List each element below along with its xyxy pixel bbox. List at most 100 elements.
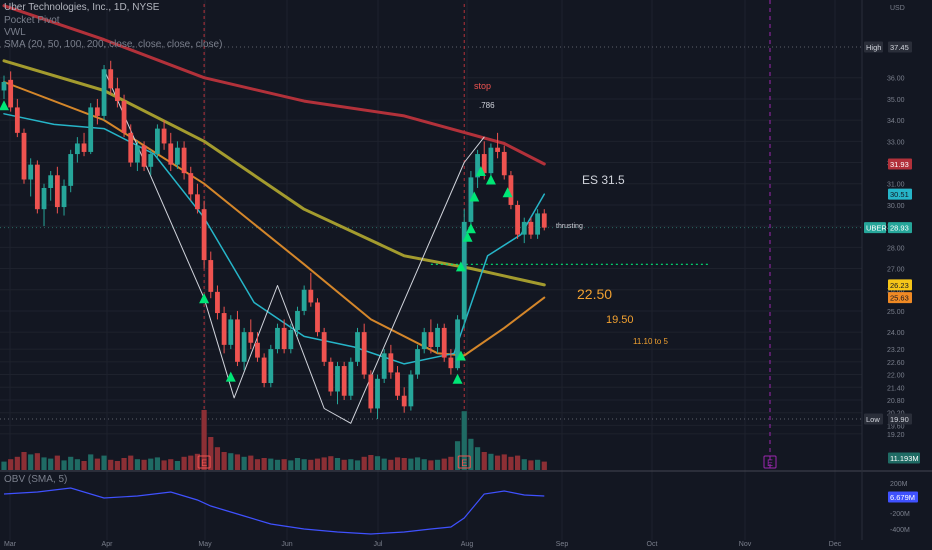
candle-body [61,185,67,208]
pocket-pivot-triangle [502,187,513,198]
indicator-sma[interactable]: SMA (20, 50, 100, 200, close, close, clo… [4,39,223,50]
low-badge-value-bg [888,413,912,425]
volume-bar [361,456,367,470]
earnings-session-lines [203,0,771,468]
candle-body [181,147,187,174]
candle-body [381,353,387,379]
volume-bar [374,456,381,470]
candle-body [128,132,134,163]
month-tick: Oct [647,541,658,548]
vwl-line [103,68,485,424]
price-tick: 22.00 [887,373,905,380]
price-tick: 36.00 [887,76,905,83]
volume-bar [528,460,534,470]
volume-bar [234,454,241,470]
candle-body [261,357,267,384]
price-tick: 19.60 [887,423,905,430]
candle-body [428,332,434,347]
candle-body [315,302,320,333]
volume-bar [181,456,187,470]
time-axis[interactable]: Mar Apr May Jun Jul Aug Sep Oct Nov Dec [4,541,842,548]
pocket-pivot-triangle [455,261,466,272]
earnings-marker [197,455,211,469]
uber-badge-label-bg [864,222,886,234]
pocket-pivot-triangle [475,166,486,177]
candle-body [301,289,307,311]
indicator-vwl[interactable]: VWL [4,27,26,38]
low-badge-value: 19.90 [890,415,909,424]
candle-body [221,313,227,345]
obv-tick: 200M [890,481,908,488]
volume-bar [41,457,47,470]
price-tick: 28.00 [887,245,905,252]
volume-bar [174,461,181,470]
indicator-obv[interactable]: OBV (SMA, 5) [4,474,68,485]
chart-title[interactable]: Uber Technologies, Inc., 1D, NYSE [4,2,160,13]
candle-body [88,107,94,152]
candle-body [528,221,534,235]
volume-bar [14,456,20,470]
price-tick: 33.00 [887,139,905,146]
price-tick: 31.00 [887,182,905,189]
candle-body [255,342,260,358]
volume-bar [514,455,521,470]
candle-body [161,128,167,144]
candle-body [54,175,60,208]
candle-body [94,107,100,116]
candle-body [141,145,147,167]
volume-bars [1,410,547,470]
candle-body [268,349,274,384]
volume-bar [288,460,294,470]
candle-body [21,132,27,180]
price-tick: 27.00 [887,267,905,274]
candle-body [74,143,80,155]
volume-bar [481,452,487,470]
volume-bar [148,458,154,470]
volume-bar [348,459,354,470]
volume-bar [434,459,441,470]
candle-body [288,330,294,350]
price-tick: 26.00 [887,288,905,295]
es-label: ES 31.5 [582,173,625,187]
sma200-line [2,4,546,166]
volume-bar [141,459,147,470]
earnings-marker [763,455,777,469]
candle-body [435,327,440,347]
volume-bar [188,455,194,470]
indicator-pocket-pivot[interactable]: Pocket Pivot [4,15,60,26]
price-tick: 30.00 [887,203,905,210]
sma20-badge: 30.51 [890,190,909,199]
candle-body [361,332,367,375]
earnings-marker [457,455,471,469]
target-19-50: 19.50 [606,314,634,326]
volume-bar [28,454,34,470]
candle-body [395,372,400,396]
volume-bar [294,458,301,470]
candle-body [388,353,394,373]
candle-body [135,145,140,163]
volume-bar [441,458,447,470]
candle-body [321,332,327,362]
uber-badge-value: 28.93 [890,224,909,233]
candle-body [455,319,460,369]
candle-body [155,128,160,155]
candle-body [308,289,314,303]
obv-line [3,487,545,535]
volume-bar [368,455,374,470]
volume-bar [501,454,507,470]
volume-bar [94,458,100,470]
candle-body [114,88,120,102]
candle-body [415,349,420,375]
volume-bar [268,458,274,470]
volume-bar [354,460,361,470]
obv-tick: -400M [890,527,910,534]
volume-bar [8,459,14,470]
volume-bar [54,455,60,470]
volume-bar [488,453,494,470]
price-tick: 25.00 [887,309,905,316]
sma100-badge: 26.23 [890,281,909,290]
month-tick: May [198,541,212,548]
candle-body [121,101,127,133]
candle-body [8,79,14,108]
